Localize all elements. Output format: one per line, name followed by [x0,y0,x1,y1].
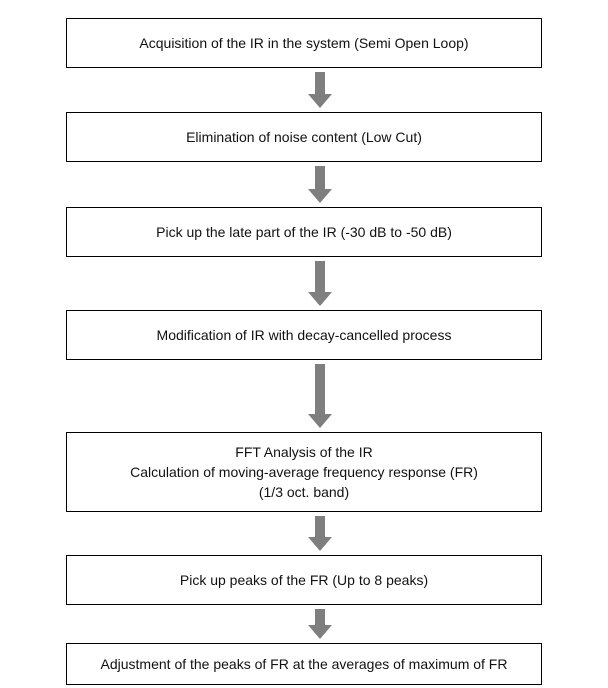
arrow-shaft [315,364,325,414]
step-text: Modification of IR with decay-cancelled … [156,327,452,343]
step-text: Calculation of moving-average frequency … [130,464,478,480]
step-text: Acquisition of the IR in the system (Sem… [139,35,469,51]
arrow-head [308,625,332,639]
arrow-shaft [315,609,325,625]
step-text: Pick up the late part of the IR (-30 dB … [156,224,452,240]
flow-step: Modification of IR with decay-cancelled … [66,310,542,360]
arrow-head [308,94,332,108]
flow-step: Acquisition of the IR in the system (Sem… [66,18,542,68]
arrow-shaft [315,166,325,189]
arrow-head [308,537,332,551]
step-text: FFT Analysis of the IR [235,444,373,460]
arrow-shaft [315,72,325,94]
arrow-shaft [315,516,325,537]
step-text: Elimination of noise content (Low Cut) [186,129,422,145]
arrow-shaft [315,261,325,292]
flow-step: Pick up peaks of the FR (Up to 8 peaks) [66,555,542,605]
flow-step: Adjustment of the peaks of FR at the ave… [66,643,542,685]
flow-step: Pick up the late part of the IR (-30 dB … [66,207,542,257]
step-text: Adjustment of the peaks of FR at the ave… [100,656,508,672]
arrow-head [308,292,332,306]
step-text: (1/3 oct. band) [258,484,350,500]
arrow-head [308,189,332,203]
flow-step: Elimination of noise content (Low Cut) [66,112,542,162]
step-text: Pick up peaks of the FR (Up to 8 peaks) [179,572,429,588]
arrow-head [308,414,332,428]
flow-step: FFT Analysis of the IR Calculation of mov… [66,432,542,512]
